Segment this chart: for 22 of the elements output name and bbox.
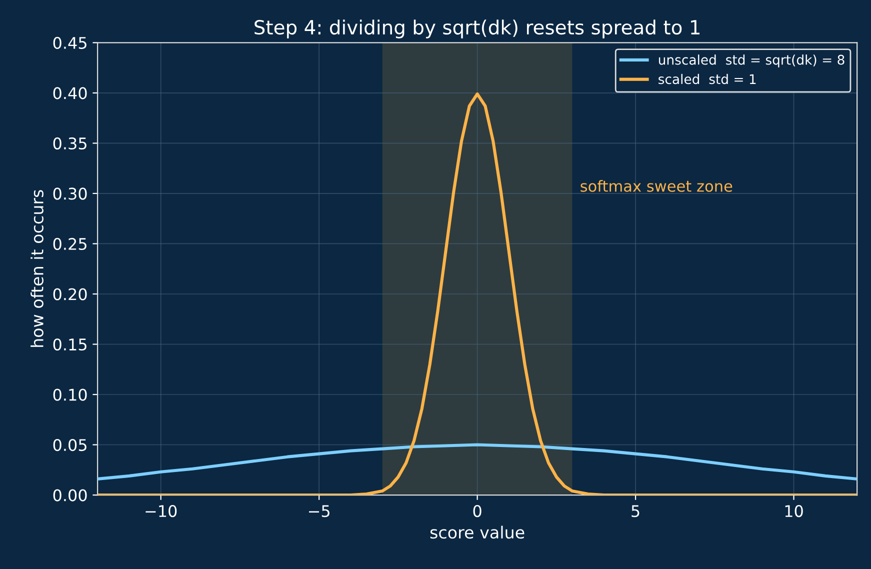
legend-label: scaled std = 1 <box>658 74 756 84</box>
y-tick-label: 0.15 <box>53 338 86 351</box>
line-series <box>98 443 858 480</box>
y-tick-label: 0.20 <box>53 288 87 300</box>
y-tick-label: 0.45 <box>53 36 86 49</box>
y-axis-title: how often it occurs <box>30 190 44 347</box>
y-tick-label: 0.05 <box>53 438 86 452</box>
chart-title: Step 4: dividing by sqrt(dk) resets spread to 1 <box>254 20 700 38</box>
x-tick-label: 0 <box>473 505 482 518</box>
y-tick-label: 0.10 <box>53 388 87 401</box>
y-tick-label: 0.40 <box>53 87 87 100</box>
x-tick-label: −10 <box>146 505 177 518</box>
x-tick-label: 5 <box>632 505 640 518</box>
y-tick-label: 0.30 <box>53 188 87 200</box>
x-tick-label: 10 <box>785 505 803 518</box>
legend-label: unscaled std = sqrt(dk) = 8 <box>658 54 844 68</box>
y-tick-label: 0.00 <box>53 489 87 502</box>
y-tick-label: 0.25 <box>53 238 86 250</box>
y-tick-label: 0.35 <box>53 137 86 150</box>
x-axis-title: score value <box>430 526 524 539</box>
x-tick-label: −5 <box>308 505 330 518</box>
annotation: softmax sweet zone <box>580 180 732 192</box>
